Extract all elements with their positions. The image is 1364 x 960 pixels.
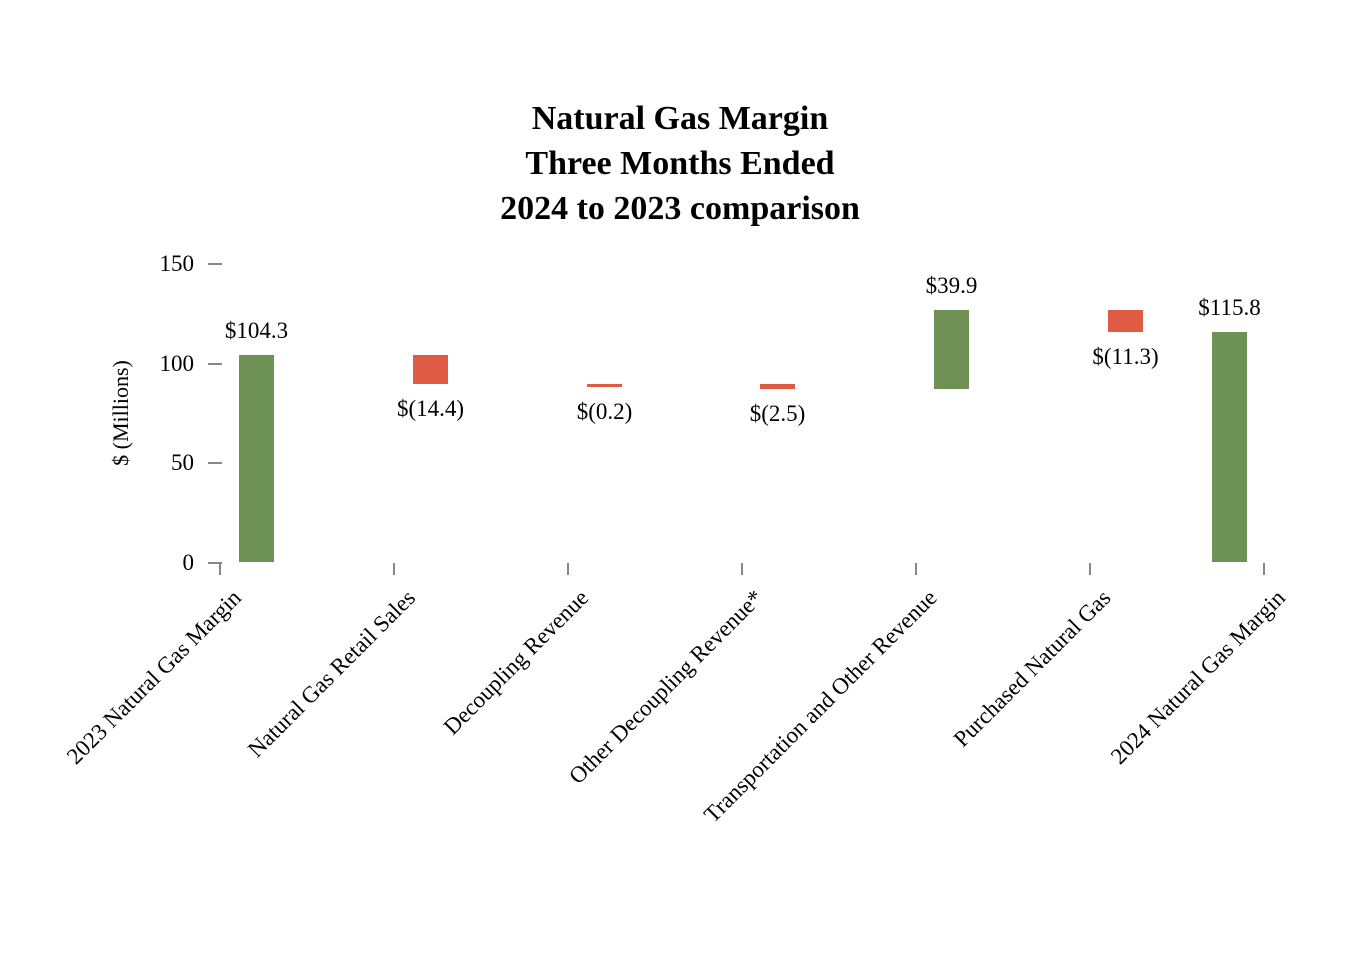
waterfall-bar bbox=[934, 309, 969, 389]
chart-title-line-2: Three Months Ended bbox=[525, 145, 835, 182]
chart-title-line-1: Natural Gas Margin bbox=[531, 100, 829, 137]
x-tick-mark bbox=[393, 563, 395, 575]
y-tick-mark bbox=[208, 362, 222, 365]
waterfall-bar bbox=[1212, 332, 1247, 563]
category-axis-label: 2024 Natural Gas Margin bbox=[1105, 585, 1290, 770]
bar-value-label: $39.9 bbox=[925, 272, 978, 298]
bar-value-label: $115.8 bbox=[1198, 295, 1261, 321]
waterfall-bar bbox=[239, 354, 274, 563]
x-tick-mark bbox=[741, 563, 743, 575]
chart-title-line-3: 2024 to 2023 comparison bbox=[500, 190, 860, 227]
waterfall-bar bbox=[587, 383, 622, 387]
category-axis-label: Purchased Natural Gas bbox=[948, 585, 1116, 752]
category-axis-label: Natural Gas Retail Sales bbox=[242, 585, 420, 763]
x-tick-mark bbox=[1263, 563, 1265, 575]
x-tick-mark bbox=[219, 563, 221, 575]
y-axis-title: $ (Millions) bbox=[108, 360, 133, 466]
waterfall-bar bbox=[760, 384, 795, 389]
y-tick-label: 100 bbox=[159, 350, 195, 376]
y-tick-label: 150 bbox=[159, 251, 195, 276]
y-tick-mark bbox=[208, 462, 222, 464]
category-axis-label: 2023 Natural Gas Margin bbox=[61, 585, 246, 770]
waterfall-bar bbox=[413, 354, 448, 384]
bar-value-label: $(2.5) bbox=[749, 401, 806, 426]
category-axis-label: Other Decoupling Revenue* bbox=[563, 585, 768, 789]
bar-value-label: $(0.2) bbox=[576, 398, 633, 424]
x-tick-mark bbox=[1089, 563, 1091, 575]
y-tick-label: 0 bbox=[182, 549, 195, 575]
bar-value-label: $104.3 bbox=[224, 317, 289, 343]
y-tick-mark bbox=[208, 561, 222, 564]
x-tick-mark bbox=[915, 563, 917, 575]
bar-value-label: $(14.4) bbox=[396, 395, 465, 421]
y-axis-line bbox=[220, 263, 222, 564]
waterfall-bar bbox=[1108, 309, 1143, 333]
category-axis-label: Decoupling Revenue bbox=[439, 585, 594, 740]
bar-value-label: $(11.3) bbox=[1092, 344, 1159, 370]
y-tick-mark bbox=[208, 263, 222, 265]
x-axis-line bbox=[216, 562, 1266, 564]
chart-title: Natural Gas Margin Three Months Ended 20… bbox=[330, 96, 1030, 231]
x-tick-mark bbox=[567, 563, 569, 575]
y-tick-label: 50 bbox=[171, 450, 194, 475]
